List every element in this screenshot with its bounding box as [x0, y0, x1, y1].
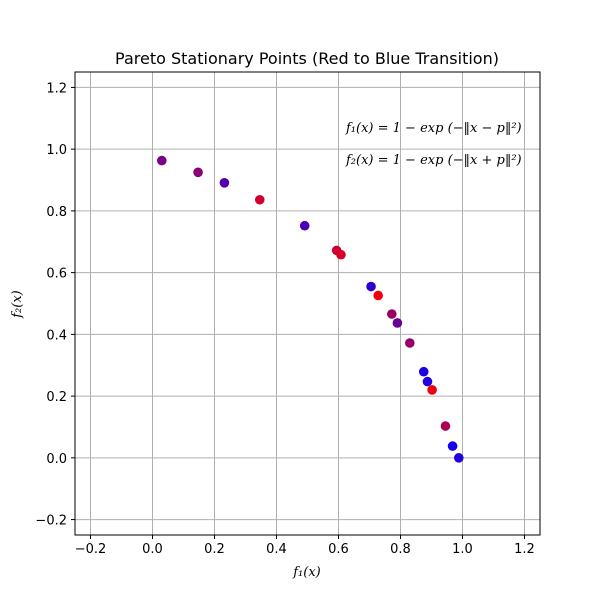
x-tick-label: −0.2 [75, 542, 107, 557]
x-tick-label: 0.6 [328, 542, 349, 557]
y-tick-label: 0.2 [46, 390, 67, 405]
annotation-f1: f₁(x) = 1 − exp (−‖x − p‖²) [345, 121, 522, 136]
scatter-point [373, 290, 383, 301]
x-tick-label: 0.4 [266, 542, 287, 557]
scatter-point [422, 376, 433, 387]
y-tick-label: −0.2 [35, 514, 67, 529]
x-tick-label: 0.2 [204, 542, 225, 557]
axis-ticks: −0.2 0.0 0.2 0.4 0.6 0.8 1.0 1.2 −0.2 0.0 0.2 0.4 0.… [35, 81, 534, 557]
scatter-point [193, 167, 203, 178]
scatter-point [336, 249, 346, 260]
x-tick-label: 0.8 [390, 542, 411, 557]
y-tick-label: 0.0 [46, 452, 67, 467]
scatter-point [418, 366, 429, 377]
y-tick-label: 0.4 [46, 328, 67, 343]
x-tick-label: 1.2 [514, 542, 535, 557]
scatter-point [219, 178, 230, 188]
scatter-point [405, 338, 415, 348]
y-tick-label: 1.0 [46, 143, 67, 158]
scatter-point [299, 220, 310, 231]
y-tick-label: 0.6 [46, 267, 67, 282]
plot-frame [74, 71, 541, 536]
x-axis-label: f₁(x) [292, 565, 321, 580]
scatter-point [427, 385, 437, 395]
x-tick-label: 1.0 [452, 542, 473, 557]
scatter-point [447, 441, 458, 451]
y-axis-label: f₂(x) [10, 290, 25, 319]
scatter-point [387, 309, 397, 319]
annotation-f2: f₂(x) = 1 − exp (−‖x + p‖²) [345, 153, 522, 168]
x-tick-label: 0.0 [142, 542, 163, 557]
scatter-point [366, 281, 376, 292]
scatter-point [453, 453, 464, 463]
scatter-point [254, 194, 265, 205]
chart-title: Pareto Stationary Points (Red to Blue Tr… [115, 49, 499, 68]
scatter-points [157, 155, 464, 463]
y-tick-label: 1.2 [46, 81, 67, 96]
scatter-point [157, 155, 167, 166]
scatter-point [440, 421, 451, 431]
y-tick-label: 0.8 [46, 205, 67, 220]
scatter-point [392, 318, 403, 328]
